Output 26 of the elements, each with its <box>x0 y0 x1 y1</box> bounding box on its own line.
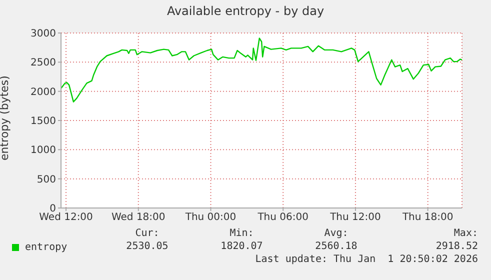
x-tick-label: Wed 12:00 <box>39 212 93 224</box>
text: 2530.05 <box>125 241 170 254</box>
y-tick-label: 1000 <box>30 145 56 156</box>
text: Min: <box>228 228 255 241</box>
x-tick-label: Thu 00:00 <box>184 212 236 224</box>
y-axis-title: entropy (bytes) <box>0 76 11 160</box>
text: Max: <box>452 228 478 241</box>
x-tick-label: Thu 12:00 <box>329 212 381 224</box>
y-tick-label: 3000 <box>30 28 56 40</box>
chart-title: Available entropy - by day <box>166 4 326 18</box>
text: Cur: <box>134 228 160 241</box>
y-tick-label: 0 <box>50 204 56 215</box>
y-tick-label: 1500 <box>30 116 56 128</box>
y-tick-label: 2000 <box>30 86 56 98</box>
text: 2560.18 <box>314 241 358 254</box>
y-tick-label: 500 <box>36 174 56 186</box>
x-tick-label: Thu 06:00 <box>256 212 308 224</box>
line-series <box>61 38 462 102</box>
legend-label: entropy <box>25 242 68 253</box>
text: Last update: Thu Jan 1 20:50:02 2026 <box>254 254 478 265</box>
y-tick-label: 2500 <box>30 58 56 69</box>
text: 2918.52 <box>434 241 478 254</box>
text: 1820.07 <box>220 241 264 254</box>
x-tick-label: Thu 18:00 <box>401 212 454 224</box>
x-tick-label: Wed 18:00 <box>111 212 166 224</box>
text: Avg: <box>323 228 350 241</box>
